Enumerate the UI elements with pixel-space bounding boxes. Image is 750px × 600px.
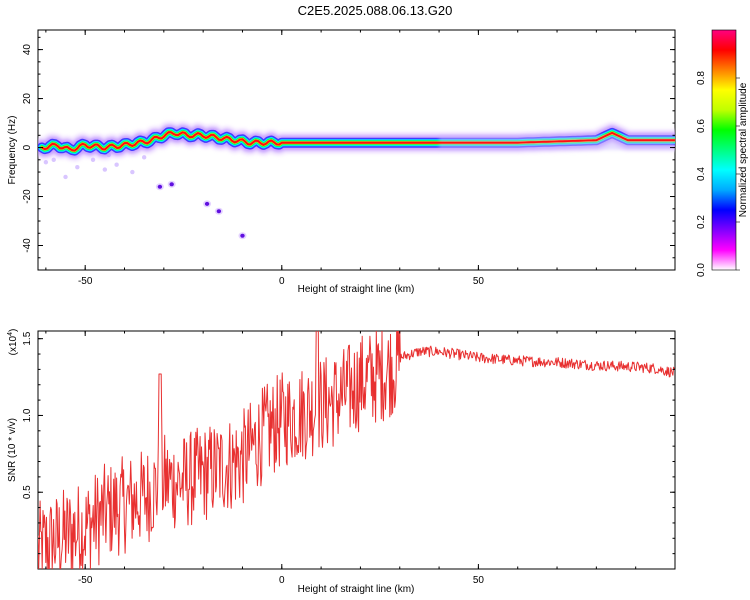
colorbar-gradient (711, 29, 737, 271)
spectral-blob (169, 182, 174, 187)
spectrogram-heatmap (38, 121, 675, 240)
spectral-speck (141, 155, 147, 160)
spectrogram-panel: -50 0 50 -40 -20 0 20 40 Height of straight lin… (7, 29, 676, 295)
colorbar-tick-label: 0.2 (696, 215, 707, 229)
y-tick-label: 0.5 (22, 485, 33, 499)
chart-title: C2E5.2025.088.06.13.G20 (297, 3, 453, 18)
x-tick-label: 0 (279, 575, 285, 586)
colorbar-tick-label: 0.0 (696, 263, 707, 277)
colorbar: 0.0 0.2 0.4 0.6 0.8 Normalized spectral ampl… (696, 29, 749, 277)
spectral-speck (63, 174, 68, 180)
spectral-blob (216, 209, 222, 214)
spectral-speck (75, 164, 80, 170)
spectrogram-axes: -50 0 50 -40 -20 0 20 40 (22, 30, 676, 287)
snr-x-axis-label: Height of straight line (km) (298, 584, 415, 595)
spectral-speck (106, 152, 111, 158)
spectral-speck (90, 157, 96, 162)
snr-plot-area (37, 330, 676, 570)
y-tick-label: 0 (22, 144, 33, 150)
x-tick-label: -50 (78, 575, 93, 586)
spectral-speck (43, 160, 49, 165)
colorbar-label: Normalized spectral amplitude (738, 82, 749, 217)
spectrogram-x-axis-label: Height of straight line (km) (298, 284, 415, 295)
colorbar-tick-label: 0.6 (696, 119, 707, 133)
colorbar-ticks: 0.0 0.2 0.4 0.6 0.8 (696, 71, 740, 277)
y-tick-label: -20 (22, 189, 33, 204)
y-tick-label: 1.5 (22, 331, 33, 345)
spectral-blob (204, 201, 210, 206)
snr-panel: -50 0 50 0.5 1.0 1.5 Height of straight line … (7, 329, 676, 595)
x-tick-label: 50 (473, 575, 485, 586)
spectral-speck (130, 169, 135, 175)
y-tick-label: 1.0 (22, 408, 33, 422)
y-tick-label: 20 (22, 93, 33, 105)
spectrogram-y-axis-label: Frequency (Hz) (7, 116, 18, 185)
spectral-speck (102, 167, 108, 172)
y-tick-label: 40 (22, 44, 33, 56)
snr-exponent-label: (x104) (7, 329, 19, 356)
spectral-speck (51, 157, 56, 162)
x-tick-label: 50 (473, 276, 485, 287)
colorbar-tick-label: 0.8 (696, 71, 707, 85)
spectral-speck (114, 162, 119, 167)
x-tick-label: -50 (78, 276, 93, 287)
spectral-blob (157, 184, 163, 189)
ridge-core (41, 131, 675, 152)
broad-band (439, 135, 675, 150)
snr-axes: -50 0 50 0.5 1.0 1.5 (22, 331, 676, 586)
snr-series-line (38, 331, 675, 569)
spectral-blob (240, 233, 245, 238)
colorbar-tick-label: 0.4 (696, 167, 707, 181)
x-tick-label: 0 (279, 276, 285, 287)
snr-y-axis-label: SNR (10 * v/v) (7, 418, 18, 482)
y-tick-label: -40 (22, 238, 33, 253)
